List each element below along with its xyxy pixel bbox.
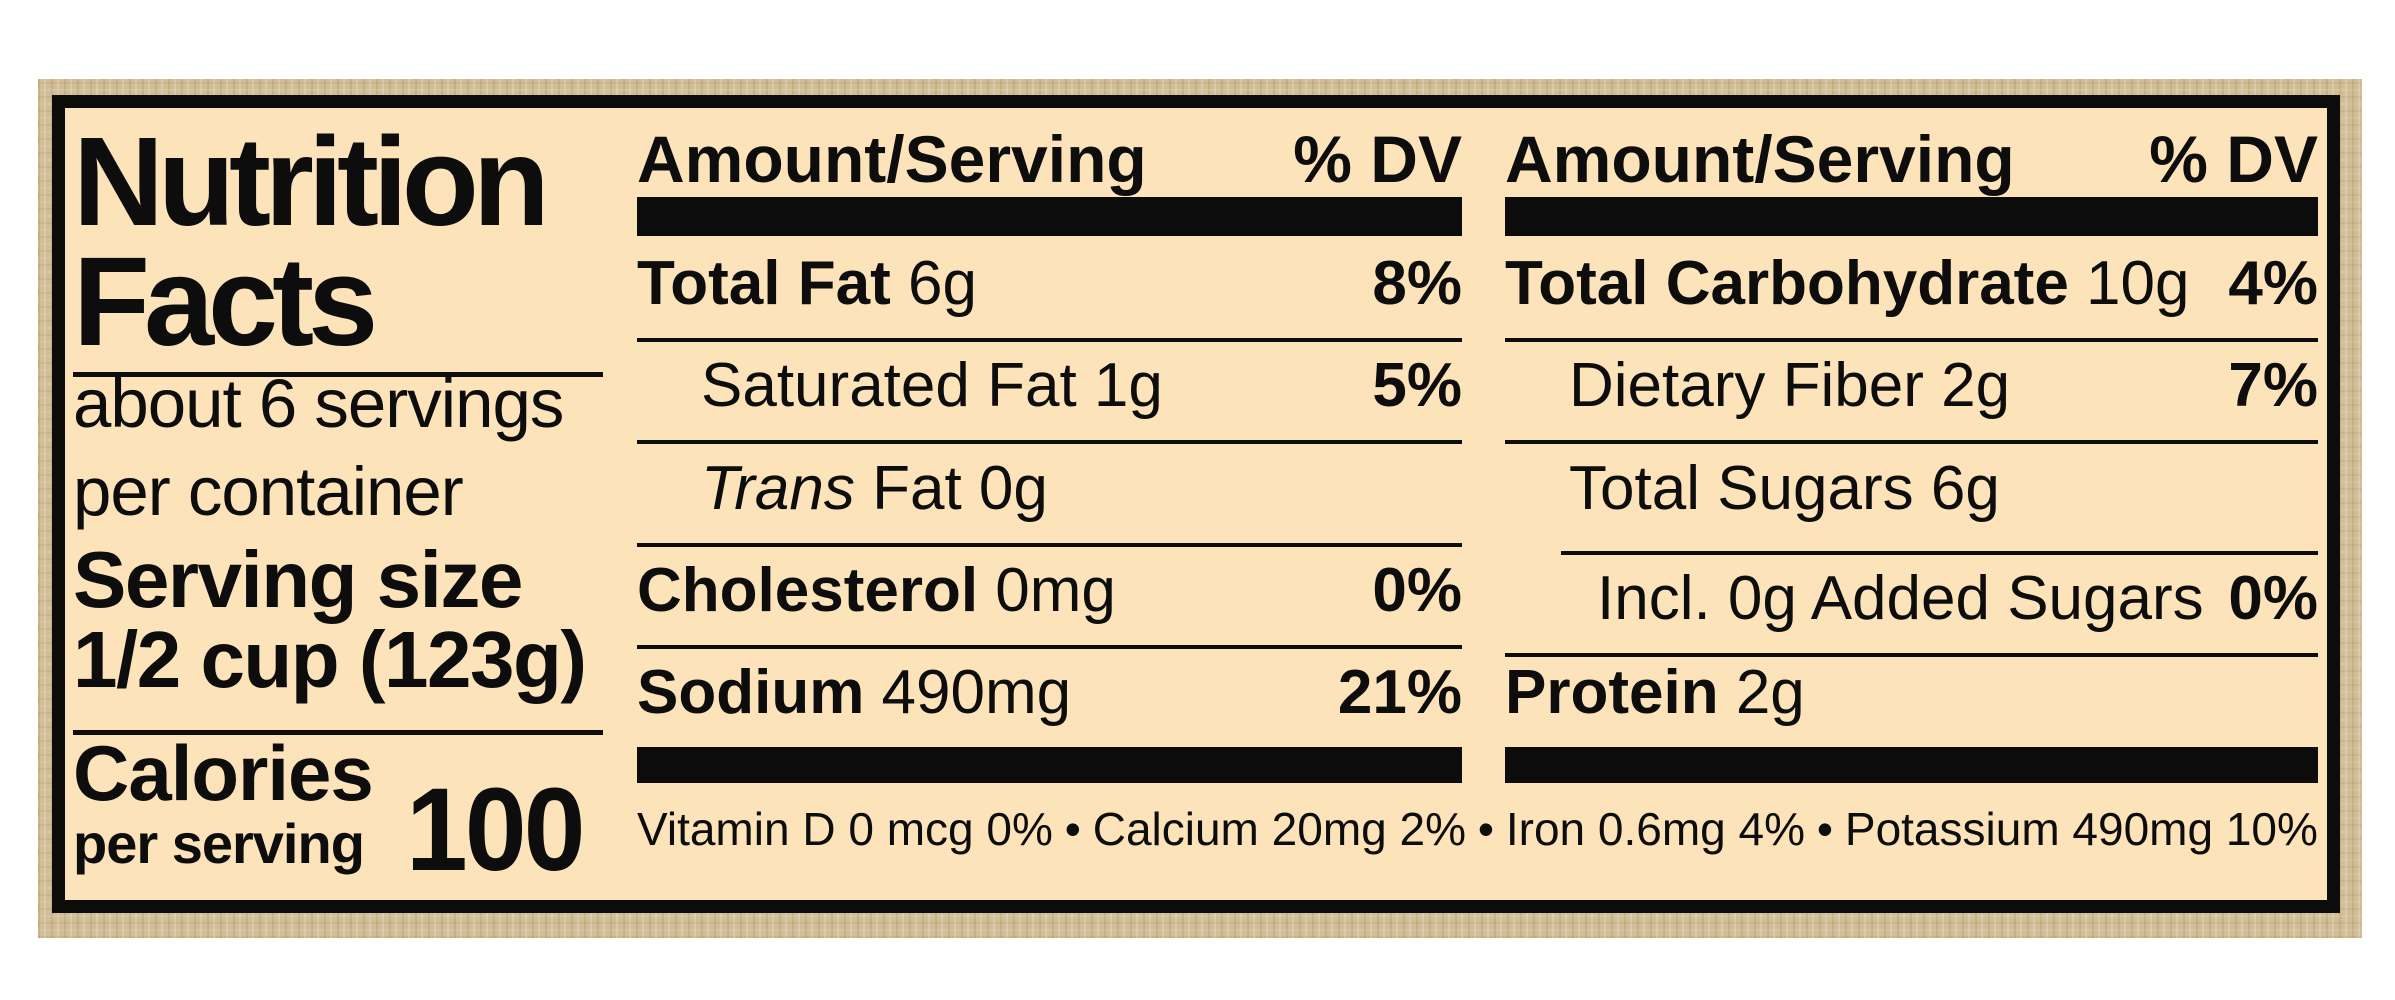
row-divider [637, 543, 1462, 547]
dv-value: 5% [1372, 351, 1462, 420]
potassium-value: Potassium 490mg 10% [1844, 803, 2318, 855]
dv-value: 7% [2228, 351, 2318, 420]
title-line-2: Facts [73, 230, 378, 372]
dv-value: 4% [2228, 249, 2318, 318]
nutrition-facts-title: Nutrition Facts [73, 111, 550, 372]
percent-dv-header: % DV [1293, 122, 1462, 196]
serving-size-label: Serving size [73, 535, 523, 624]
servings-line-1: about 6 servings [73, 365, 564, 442]
calories-value: 100 [406, 764, 585, 896]
nutrient-row-total-carbohydrate: Total Carbohydrate 10g 4% [1505, 249, 2318, 318]
header-bar [637, 197, 1462, 236]
servings-per-container: about 6 servings per container [73, 360, 564, 536]
servings-line-2: per container [73, 453, 464, 530]
serving-size-value: 1/2 cup (123g) [73, 615, 587, 704]
row-divider [637, 338, 1462, 342]
bullet-separator: • [1477, 803, 1494, 855]
nutrient-row-cholesterol: Cholesterol 0mg 0% [637, 556, 1462, 625]
nutrient-row-saturated-fat: Saturated Fat 1g 5% [701, 351, 1462, 420]
bullet-separator: • [1064, 803, 1081, 855]
row-divider [637, 440, 1462, 444]
nutrient-row-total-sugars: Total Sugars 6g [1569, 454, 2000, 523]
percent-dv-header: % DV [2149, 122, 2318, 196]
nutrient-row-sodium: Sodium 490mg 21% [637, 658, 1462, 727]
row-divider [1505, 338, 2318, 342]
nutrient-row-trans-fat: Trans Fat 0g [701, 454, 1048, 523]
label-inner: Nutrition Facts about 6 servings per con… [65, 108, 2327, 900]
calories-word: Calories [73, 729, 374, 817]
nutrient-row-protein: Protein 2g [1505, 658, 1805, 727]
dv-value: 8% [1372, 249, 1462, 318]
row-divider [1505, 653, 2318, 657]
footer-bar [637, 747, 1462, 783]
nutrient-column-right: Amount/Serving % DV Total Carbohydrate 1… [1505, 108, 2318, 900]
amount-serving-header: Amount/Serving [1505, 122, 2015, 196]
row-divider [1505, 440, 2318, 444]
title-line-1: Nutrition [73, 111, 550, 252]
bullet-separator: • [1816, 803, 1834, 855]
serving-size: Serving size 1/2 cup (123g) [73, 535, 587, 704]
row-divider [637, 645, 1462, 649]
nutrient-row-total-fat: Total Fat 6g 8% [637, 249, 1462, 318]
calories-label: Calories per serving [73, 729, 374, 875]
nutrition-facts-label: Nutrition Facts about 6 servings per con… [52, 95, 2340, 913]
nutrient-row-added-sugars: Incl. 0g Added Sugars 0% [1597, 564, 2318, 633]
footer-bar [1505, 747, 2318, 783]
title-divider [73, 372, 603, 377]
dv-value: 0% [1372, 556, 1462, 625]
row-divider-indented [1561, 551, 2318, 555]
column-header: Amount/Serving % DV [637, 126, 1462, 192]
calories-divider [73, 730, 603, 735]
calories-per-serving: per serving [73, 812, 365, 875]
summary-column: Nutrition Facts about 6 servings per con… [73, 108, 608, 900]
calcium-value: Calcium 20mg 2% [1092, 803, 1466, 855]
amount-serving-header: Amount/Serving [637, 122, 1147, 196]
dv-value: 21% [1337, 658, 1462, 727]
dv-value: 0% [2228, 564, 2318, 633]
header-bar [1505, 197, 2318, 236]
micronutrients-line: Vitamin D 0 mcg 0% • Calcium 20mg 2% • I… [637, 806, 2318, 852]
vitamin-d-value: Vitamin D 0 mcg 0% [637, 803, 1053, 855]
nutrient-row-dietary-fiber: Dietary Fiber 2g 7% [1569, 351, 2318, 420]
column-header: Amount/Serving % DV [1505, 126, 2318, 192]
nutrient-column-left: Amount/Serving % DV Total Fat 6g 8% Satu… [637, 108, 1462, 900]
iron-value: Iron 0.6mg 4% [1505, 803, 1806, 855]
